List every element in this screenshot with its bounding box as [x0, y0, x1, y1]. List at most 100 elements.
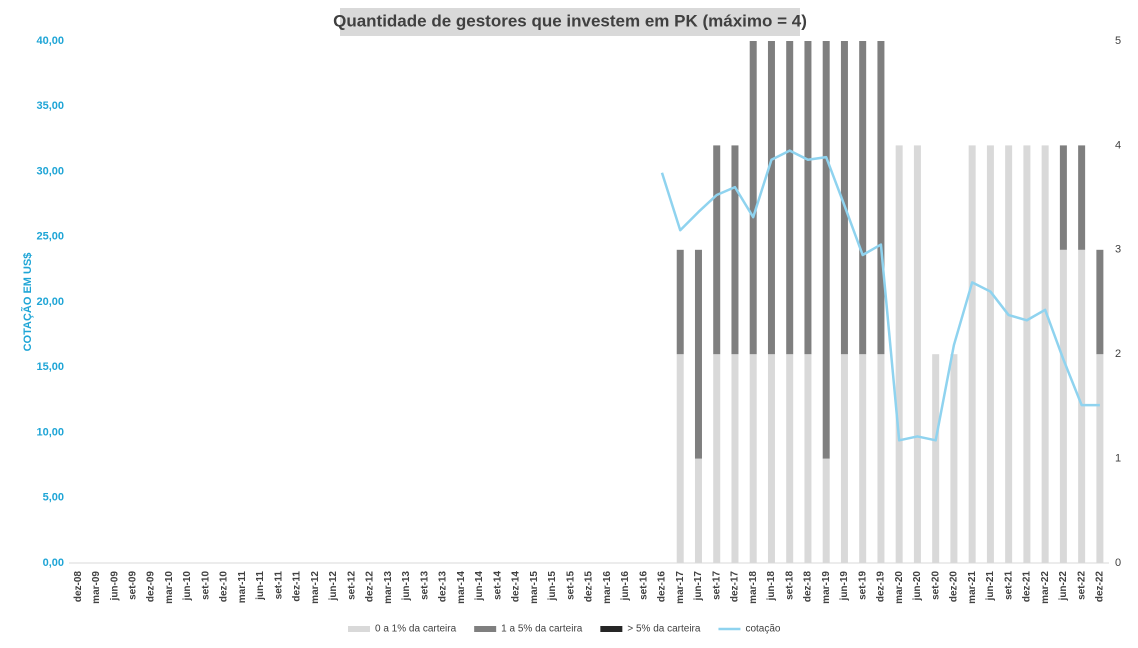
- x-tick-label: set-09: [128, 571, 139, 600]
- bar: [731, 145, 739, 355]
- x-tick-label: mar-13: [383, 571, 394, 604]
- x-tick-label: dez-20: [949, 571, 960, 603]
- x-tick-label: jun-22: [1058, 571, 1069, 602]
- bar: [1023, 145, 1031, 563]
- bar: [749, 41, 757, 355]
- bar: [694, 249, 702, 459]
- bar: [1096, 249, 1104, 355]
- bar: [877, 41, 885, 355]
- x-tick-label: dez-14: [511, 571, 522, 603]
- x-tick-label: mar-21: [967, 571, 978, 604]
- x-tick-label: mar-17: [675, 571, 686, 604]
- x-tick-label: jun-09: [109, 571, 120, 602]
- x-tick-label: dez-18: [803, 571, 814, 603]
- legend-swatch: [474, 626, 497, 632]
- x-tick-label: jun-14: [474, 571, 485, 602]
- y-tick-label: 35,00: [36, 100, 64, 112]
- x-tick-label: mar-09: [91, 571, 102, 604]
- x-tick-label: jun-11: [255, 571, 266, 601]
- y-tick-label: 15,00: [36, 361, 64, 373]
- y2-tick-label: 3: [1115, 244, 1121, 256]
- y-tick-label: 20,00: [36, 296, 64, 308]
- x-tick-label: set-16: [638, 571, 649, 600]
- x-tick-label: jun-18: [766, 571, 777, 602]
- x-tick-label: mar-18: [748, 571, 759, 604]
- bar: [804, 41, 812, 355]
- x-tick-label: mar-16: [602, 571, 613, 604]
- title-background: [340, 8, 800, 36]
- x-tick-label: jun-13: [401, 571, 412, 602]
- bar: [1096, 354, 1104, 563]
- x-tick-label: dez-19: [876, 571, 887, 603]
- bar: [676, 249, 684, 355]
- y-tick-label: 30,00: [36, 165, 64, 177]
- bar: [859, 354, 867, 563]
- x-tick-label: jun-16: [620, 571, 631, 602]
- bar: [822, 41, 830, 459]
- x-tick-label: jun-12: [328, 571, 339, 602]
- legend-swatch: [348, 626, 370, 632]
- x-tick-label: dez-22: [1095, 571, 1106, 603]
- x-tick-label: dez-13: [438, 571, 449, 603]
- bar: [804, 354, 812, 563]
- bar: [950, 354, 958, 563]
- bar: [822, 458, 830, 563]
- x-tick-label: set-10: [200, 571, 211, 600]
- y-axis-label: COTAÇÃO EM US$: [21, 253, 34, 352]
- bar: [840, 354, 848, 563]
- legend-label: cotação: [745, 624, 780, 635]
- x-tick-label: jun-21: [985, 571, 996, 602]
- x-tick-label: set-17: [711, 571, 722, 600]
- bar: [676, 354, 684, 563]
- x-tick-label: set-15: [565, 571, 576, 600]
- bar: [1078, 249, 1086, 564]
- x-tick-label: dez-12: [365, 571, 376, 603]
- x-tick-label: set-12: [346, 571, 357, 600]
- bar: [895, 145, 903, 563]
- y-tick-label: 0,00: [43, 557, 64, 569]
- y-tick-label: 25,00: [36, 231, 64, 243]
- x-tick-label: dez-10: [219, 571, 230, 603]
- x-tick-label: dez-16: [657, 571, 668, 603]
- bar: [694, 458, 702, 563]
- bar: [859, 41, 867, 355]
- x-tick-label: dez-08: [73, 571, 84, 603]
- legend-label: > 5% da carteira: [627, 624, 701, 635]
- x-tick-label: mar-15: [529, 571, 540, 604]
- bar: [1005, 145, 1013, 563]
- chart-title: Quantidade de gestores que investem em P…: [333, 11, 807, 30]
- x-tick-label: mar-20: [894, 571, 905, 604]
- x-tick-label: set-13: [419, 571, 430, 600]
- x-tick-label: set-21: [1003, 571, 1014, 600]
- bar: [749, 354, 757, 563]
- y2-tick-label: 1: [1115, 453, 1121, 465]
- bar: [786, 354, 794, 563]
- y2-tick-label: 2: [1115, 348, 1121, 360]
- x-tick-label: dez-17: [730, 571, 741, 603]
- x-tick-label: dez-15: [584, 571, 595, 603]
- bar: [786, 41, 794, 355]
- x-tick-label: set-20: [930, 571, 941, 600]
- bar: [1078, 145, 1086, 250]
- y-tick-label: 40,00: [36, 35, 64, 47]
- x-tick-label: jun-20: [912, 571, 923, 602]
- y-tick-label: 5,00: [43, 492, 64, 504]
- x-tick-label: dez-11: [292, 571, 303, 602]
- bar: [913, 145, 921, 563]
- x-tick-label: mar-22: [1040, 571, 1051, 604]
- bar: [713, 354, 721, 563]
- legend-label: 0 a 1% da carteira: [375, 624, 457, 635]
- x-tick-label: mar-12: [310, 571, 321, 604]
- x-tick-label: dez-21: [1022, 571, 1033, 603]
- x-tick-label: set-18: [784, 571, 795, 600]
- bar: [1041, 145, 1049, 563]
- x-tick-label: jun-15: [547, 571, 558, 602]
- x-tick-label: set-22: [1076, 571, 1087, 600]
- bar: [767, 354, 775, 563]
- y2-tick-label: 0: [1115, 557, 1121, 569]
- bar: [1059, 249, 1067, 564]
- x-tick-label: mar-11: [237, 571, 248, 604]
- bar: [840, 41, 848, 355]
- y2-tick-label: 4: [1115, 139, 1121, 151]
